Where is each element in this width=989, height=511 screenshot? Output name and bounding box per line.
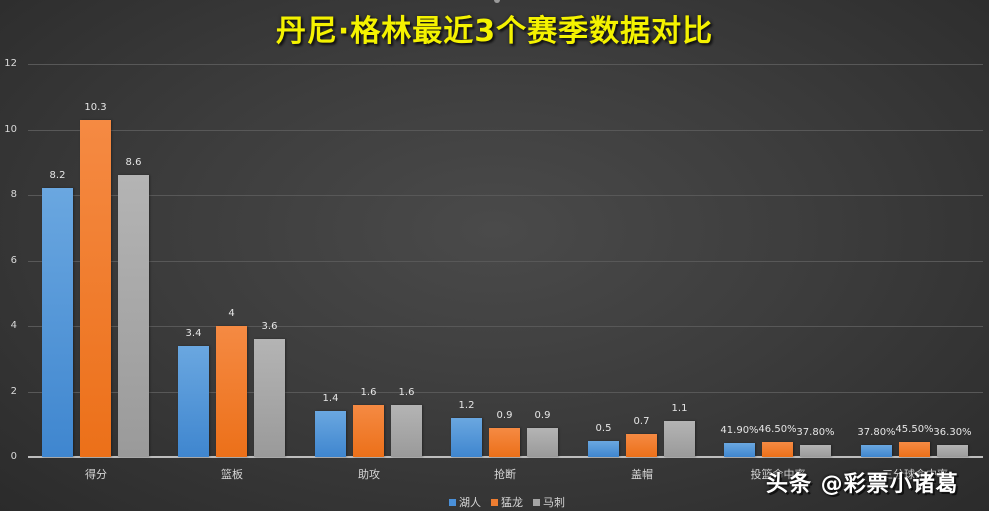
y-axis-tick-label: 10 xyxy=(4,124,17,135)
data-label: 45.50% xyxy=(895,424,934,435)
bar-湖人 xyxy=(42,188,73,457)
bar-马刺 xyxy=(254,339,285,457)
data-label: 4 xyxy=(228,308,235,319)
bar-猛龙 xyxy=(489,428,520,457)
data-label: 1.6 xyxy=(398,387,415,398)
bar-猛龙 xyxy=(216,326,247,457)
legend-item: 湖人 xyxy=(449,494,481,510)
gridline xyxy=(28,64,983,65)
data-label: 10.3 xyxy=(84,102,107,113)
bar-马刺 xyxy=(800,445,831,457)
bar-湖人 xyxy=(315,411,346,457)
bar-猛龙 xyxy=(762,442,793,457)
x-axis-category-label: 篮板 xyxy=(221,468,243,481)
watermark: 头条 @彩票小诸葛 xyxy=(766,472,959,497)
bar-湖人 xyxy=(724,443,755,457)
y-axis-tick-label: 4 xyxy=(10,320,17,331)
data-label: 0.5 xyxy=(595,423,612,434)
bar-马刺 xyxy=(118,175,149,457)
data-label: 0.9 xyxy=(534,410,551,421)
x-axis-category-label: 助攻 xyxy=(358,468,380,481)
bar-马刺 xyxy=(937,445,968,457)
data-label: 8.2 xyxy=(49,170,66,181)
bar-马刺 xyxy=(391,405,422,457)
legend-label: 马刺 xyxy=(543,496,565,509)
bar-湖人 xyxy=(588,441,619,457)
data-label: 1.2 xyxy=(458,400,475,411)
legend-label: 猛龙 xyxy=(501,496,523,509)
gridline xyxy=(28,326,983,327)
data-label: 37.80% xyxy=(857,427,896,438)
gridline xyxy=(28,130,983,131)
y-axis-tick-label: 2 xyxy=(10,386,17,397)
x-axis-line xyxy=(28,456,983,458)
data-label: 1.6 xyxy=(360,387,377,398)
x-axis-category-label: 三分球命中率 xyxy=(882,468,948,481)
data-label: 8.6 xyxy=(125,157,142,168)
y-axis-tick-label: 12 xyxy=(4,58,17,69)
data-label: 36.30% xyxy=(933,427,972,438)
bar-马刺 xyxy=(664,421,695,457)
bar-马刺 xyxy=(527,428,558,457)
legend-item: 马刺 xyxy=(533,494,565,510)
x-axis-category-label: 得分 xyxy=(85,468,107,481)
y-axis-tick-label: 8 xyxy=(10,189,17,200)
gridline xyxy=(28,261,983,262)
bar-猛龙 xyxy=(626,434,657,457)
data-label: 41.90% xyxy=(720,425,759,436)
data-label: 0.9 xyxy=(496,410,513,421)
data-label: 37.80% xyxy=(796,427,835,438)
legend-swatch-icon xyxy=(449,498,456,506)
bar-猛龙 xyxy=(80,120,111,457)
data-label: 1.1 xyxy=(671,403,688,414)
y-axis-tick-label: 6 xyxy=(10,255,17,266)
top-indicator-dot xyxy=(494,0,500,3)
data-label: 3.6 xyxy=(261,321,278,332)
y-axis-tick-label: 0 xyxy=(10,451,17,462)
data-label: 3.4 xyxy=(185,328,202,339)
legend-swatch-icon xyxy=(491,498,498,506)
bar-湖人 xyxy=(861,445,892,457)
gridline xyxy=(28,392,983,393)
x-axis-category-label: 盖帽 xyxy=(631,468,653,481)
data-label: 0.7 xyxy=(633,416,650,427)
gridline xyxy=(28,195,983,196)
legend-swatch-icon xyxy=(533,498,540,506)
bar-猛龙 xyxy=(899,442,930,457)
legend-label: 湖人 xyxy=(459,496,481,509)
chart-title: 丹尼·格林最近3个赛季数据对比 xyxy=(275,14,714,49)
data-label: 1.4 xyxy=(322,393,339,404)
x-axis-category-label: 抢断 xyxy=(494,468,516,481)
bar-湖人 xyxy=(178,346,209,457)
bar-湖人 xyxy=(451,418,482,457)
data-label: 46.50% xyxy=(758,424,797,435)
chart-legend: 湖人 猛龙 马刺 xyxy=(0,494,989,510)
bar-猛龙 xyxy=(353,405,384,457)
x-axis-category-label: 投篮命中率 xyxy=(750,468,806,481)
legend-item: 猛龙 xyxy=(491,494,523,510)
